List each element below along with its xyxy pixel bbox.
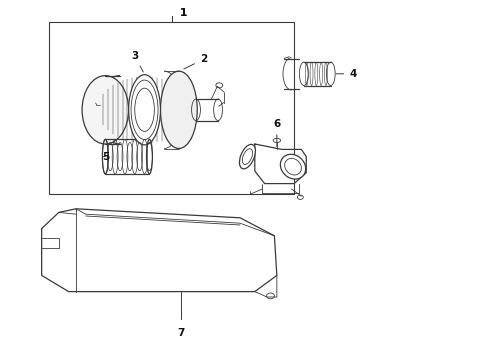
Text: 4: 4	[336, 69, 357, 79]
Ellipse shape	[135, 88, 154, 131]
Text: 3: 3	[131, 51, 143, 72]
Ellipse shape	[240, 144, 255, 169]
Bar	[49, 22, 294, 194]
Ellipse shape	[161, 71, 197, 149]
Text: 1: 1	[180, 8, 187, 18]
Text: 6: 6	[273, 119, 280, 147]
Text: 1: 1	[180, 8, 187, 18]
Text: 2: 2	[184, 54, 207, 69]
Ellipse shape	[280, 154, 306, 179]
Ellipse shape	[128, 75, 161, 145]
Text: 5: 5	[102, 152, 109, 162]
Text: 7: 7	[177, 328, 185, 338]
Ellipse shape	[82, 76, 128, 144]
